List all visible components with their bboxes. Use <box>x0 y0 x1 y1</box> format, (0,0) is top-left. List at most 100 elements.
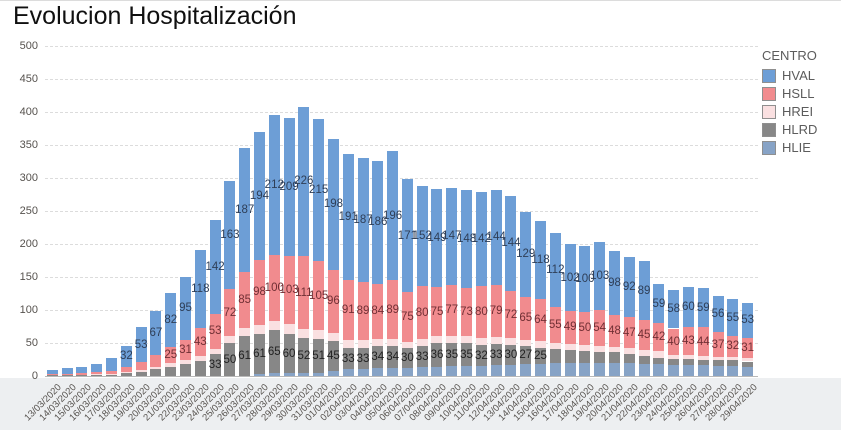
bar-segment-HVAL[interactable] <box>194 249 206 328</box>
bar-segment-HVAL[interactable] <box>106 358 118 372</box>
bar-segment-HSLL[interactable] <box>594 310 606 346</box>
bar-segment-HLIE[interactable] <box>520 364 532 376</box>
bar-segment-HSLL[interactable] <box>46 374 58 376</box>
bar-segment-HREI[interactable] <box>165 363 177 367</box>
bar-segment-HSLL[interactable] <box>697 327 709 357</box>
bar-segment-HREI[interactable] <box>268 320 280 331</box>
bar-segment-HSLL[interactable] <box>727 335 739 357</box>
bar-segment-HREI[interactable] <box>682 354 694 359</box>
bar-segment-HLIE[interactable] <box>742 366 754 376</box>
bar-segment-HLRD[interactable] <box>461 343 473 367</box>
bar-segment-HLIE[interactable] <box>668 364 680 376</box>
bar-segment-HVAL[interactable] <box>520 211 532 297</box>
bar-segment-HREI[interactable] <box>209 348 221 355</box>
bar-segment-HLRD[interactable] <box>401 348 413 369</box>
bar-segment-HLRD[interactable] <box>298 338 310 373</box>
bar-segment-HVAL[interactable] <box>313 119 325 262</box>
bar-segment-HSLL[interactable] <box>372 283 384 340</box>
bar-segment-HREI[interactable] <box>608 346 620 353</box>
bar-segment-HVAL[interactable] <box>668 290 680 329</box>
bar-segment-HVAL[interactable] <box>535 220 547 299</box>
bar-segment-HREI[interactable] <box>594 345 606 352</box>
bar-segment-HSLL[interactable] <box>76 373 88 376</box>
bar-segment-HLRD[interactable] <box>91 374 103 376</box>
bar-segment-HSLL[interactable] <box>490 284 502 338</box>
bar-segment-HREI[interactable] <box>120 372 132 374</box>
bar-segment-HSLL[interactable] <box>712 332 724 357</box>
bar-segment-HLIE[interactable] <box>697 365 709 376</box>
bar-segment-HVAL[interactable] <box>239 148 251 272</box>
bar-segment-HLRD[interactable] <box>209 354 221 376</box>
bar-segment-HSLL[interactable] <box>446 284 458 336</box>
bar-segment-HSLL[interactable] <box>253 259 265 325</box>
bar-segment-HREI[interactable] <box>224 336 236 343</box>
bar-segment-HVAL[interactable] <box>608 250 620 316</box>
bar-segment-HLIE[interactable] <box>564 362 576 376</box>
bar-segment-HSLL[interactable] <box>520 296 532 340</box>
bar-segment-HLIE[interactable] <box>342 369 354 376</box>
bar-segment-HSLL[interactable] <box>668 328 680 355</box>
bar-segment-HREI[interactable] <box>150 366 162 370</box>
bar-segment-HVAL[interactable] <box>490 189 502 285</box>
bar-segment-HREI[interactable] <box>431 336 443 343</box>
bar-segment-HLRD[interactable] <box>431 343 443 367</box>
bar-segment-HSLL[interactable] <box>461 287 473 336</box>
bar-segment-HLIE[interactable] <box>357 369 369 376</box>
bar-segment-HLRD[interactable] <box>120 373 132 376</box>
bar-segment-HLIE[interactable] <box>727 366 739 376</box>
bar-segment-HLIE[interactable] <box>579 362 591 376</box>
bar-segment-HLRD[interactable] <box>150 369 162 376</box>
bar-segment-HREI[interactable] <box>653 350 665 358</box>
bar-segment-HSLL[interactable] <box>268 254 280 321</box>
bar-segment-HVAL[interactable] <box>357 158 369 282</box>
bar-segment-HVAL[interactable] <box>594 242 606 310</box>
bar-segment-HLIE[interactable] <box>638 364 650 376</box>
bar-segment-HREI[interactable] <box>535 341 547 348</box>
bar-segment-HSLL[interactable] <box>298 255 310 330</box>
bar-segment-HLRD[interactable] <box>180 364 192 376</box>
bar-segment-HLRD[interactable] <box>165 366 177 376</box>
bar-segment-HLRD[interactable] <box>520 346 532 365</box>
bar-segment-HSLL[interactable] <box>239 271 251 328</box>
bar-segment-HSLL[interactable] <box>742 337 754 359</box>
bar-segment-HVAL[interactable] <box>653 284 665 324</box>
bar-segment-HREI[interactable] <box>253 324 265 334</box>
bar-segment-HVAL[interactable] <box>180 277 192 340</box>
bar-segment-HSLL[interactable] <box>387 280 399 340</box>
bar-segment-HREI[interactable] <box>135 370 147 373</box>
bar-segment-HVAL[interactable] <box>564 244 576 312</box>
bar-segment-HVAL[interactable] <box>120 345 132 367</box>
bar-segment-HVAL[interactable] <box>283 117 295 256</box>
bar-segment-HLRD[interactable] <box>594 351 606 363</box>
bar-segment-HSLL[interactable] <box>535 298 547 342</box>
bar-segment-HVAL[interactable] <box>372 160 384 284</box>
bar-segment-HREI[interactable] <box>194 356 206 362</box>
bar-segment-HVAL[interactable] <box>431 188 443 287</box>
bar-segment-HLRD[interactable] <box>357 347 369 370</box>
bar-segment-HSLL[interactable] <box>150 354 162 367</box>
bar-segment-HVAL[interactable] <box>697 288 709 328</box>
bar-segment-HVAL[interactable] <box>46 370 58 375</box>
bar-segment-HSLL[interactable] <box>135 362 147 371</box>
bar-segment-HVAL[interactable] <box>549 232 561 307</box>
bar-segment-HLIE[interactable] <box>461 366 473 376</box>
bar-segment-HLRD[interactable] <box>579 350 591 363</box>
legend-item-HREI[interactable]: HREI <box>762 104 840 119</box>
bar-segment-HREI[interactable] <box>712 356 724 361</box>
bar-segment-HLRD[interactable] <box>327 341 339 371</box>
bar-segment-HREI[interactable] <box>327 333 339 342</box>
legend-item-HLRD[interactable]: HLRD <box>762 122 840 137</box>
bar-segment-HSLL[interactable] <box>120 366 132 373</box>
bar-segment-HLRD[interactable] <box>535 347 547 365</box>
bar-segment-HREI[interactable] <box>313 330 325 340</box>
bar-segment-HREI[interactable] <box>579 344 591 351</box>
bar-segment-HREI[interactable] <box>446 335 458 343</box>
bar-segment-HVAL[interactable] <box>209 220 221 314</box>
bar-segment-HREI[interactable] <box>239 327 251 336</box>
bar-segment-HREI[interactable] <box>475 338 487 345</box>
bar-segment-HLRD[interactable] <box>194 361 206 376</box>
bar-segment-HVAL[interactable] <box>298 106 310 256</box>
bar-segment-HVAL[interactable] <box>446 187 458 285</box>
bar-segment-HVAL[interactable] <box>401 179 413 293</box>
bar-segment-HVAL[interactable] <box>461 189 473 288</box>
